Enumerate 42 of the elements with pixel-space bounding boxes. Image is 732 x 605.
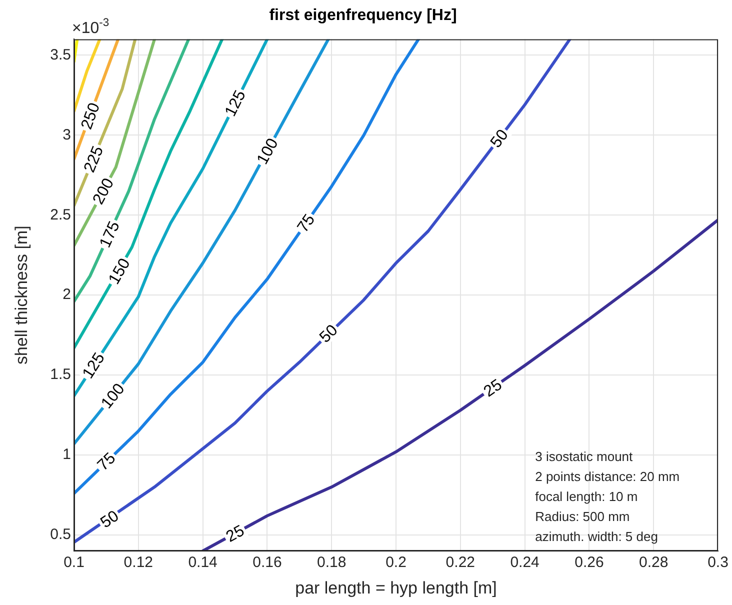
annotation: 50 xyxy=(98,508,122,532)
x-tick-label: 0.12 xyxy=(124,554,153,572)
x-tick-label: 0.2 xyxy=(386,554,406,572)
annotation: 200 xyxy=(90,176,118,208)
annotation: 3 isostatic mount xyxy=(535,449,634,464)
annotation: 50 xyxy=(488,126,512,152)
x-tick-label: 0.16 xyxy=(252,554,282,572)
annotation: Radius: 500 mm xyxy=(535,509,630,524)
annotation: 25 xyxy=(480,376,506,401)
annotation: 75 xyxy=(294,211,319,236)
annotation: 75 xyxy=(94,450,120,474)
x-tick-label: 0.22 xyxy=(446,554,475,572)
annotation: 125 xyxy=(222,88,250,120)
y-tick-label: 3 xyxy=(62,126,71,144)
annotation: 50 xyxy=(316,322,342,346)
y-tick-label: 2.5 xyxy=(50,206,71,224)
annotation: 250 xyxy=(78,100,104,132)
x-tick-label: 0.28 xyxy=(639,554,668,572)
annotation: 150 xyxy=(106,256,134,288)
y-tick-label: 1 xyxy=(62,446,71,464)
annotation: azimuth. width: 5 deg xyxy=(535,529,658,544)
annotation: 125 xyxy=(80,350,109,382)
x-axis-title: par length = hyp length [m] xyxy=(295,578,497,598)
annotation: 175 xyxy=(96,218,124,250)
y-axis-title: shell thickness [m] xyxy=(12,226,31,365)
x-tick-label: 0.26 xyxy=(574,554,604,572)
x-tick-label: 0.3 xyxy=(708,554,728,572)
annotation: 225 xyxy=(81,144,108,176)
x-tick-label: 0.18 xyxy=(317,554,346,572)
x-tick-label: 0.14 xyxy=(188,554,218,572)
annotation: focal length: 10 m xyxy=(535,489,638,504)
x-tick-label: 0.1 xyxy=(64,554,84,572)
chart-title: first eigenfrequency [Hz] xyxy=(269,7,457,24)
y-tick-label: 0.5 xyxy=(50,526,71,544)
annotation: 25 xyxy=(224,522,248,546)
y-tick-label: 2 xyxy=(62,286,71,304)
x-tick-label: 0.24 xyxy=(510,554,540,572)
annotation: 2 points distance: 20 mm xyxy=(535,469,680,484)
y-tick-label: 1.5 xyxy=(50,366,71,384)
annotation: 100 xyxy=(98,380,128,412)
annotation: 100 xyxy=(254,136,282,168)
y-tick-label: 3.5 xyxy=(50,46,71,64)
